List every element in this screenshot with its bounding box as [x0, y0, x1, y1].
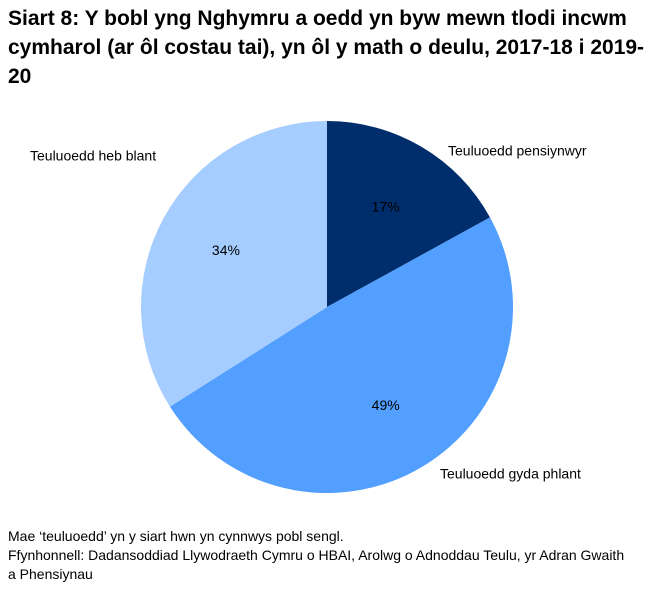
value-label: 17% — [372, 198, 400, 214]
pie-slice — [327, 121, 490, 307]
note: Ffynhonnell: Dadansoddiad Llywodraeth Cy… — [8, 547, 625, 582]
chart-title: Siart 8: Y bobl yng Nghymru a oedd yn by… — [8, 7, 645, 88]
note: Mae ‘teuluoedd’ yn y siart hwn yn cynnwy… — [8, 528, 344, 544]
value-label: 34% — [212, 242, 240, 258]
category-label: Teuluoedd heb blant — [30, 148, 156, 164]
category-label: Teuluoedd pensiynwyr — [448, 143, 587, 159]
value-label: 49% — [372, 397, 400, 413]
notes: Mae ‘teuluoedd’ yn y siart hwn yn cynnwy… — [8, 527, 628, 584]
category-label: Teuluoedd gyda phlant — [440, 466, 581, 482]
pie-slice — [141, 121, 327, 407]
pie-slice — [169, 217, 514, 494]
